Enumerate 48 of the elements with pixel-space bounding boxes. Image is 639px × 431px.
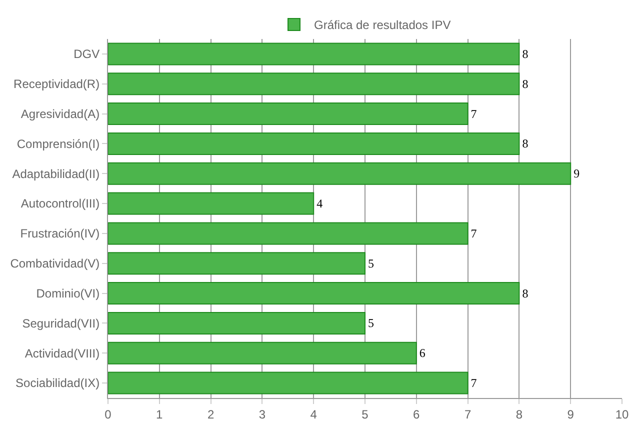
x-tick-label: 7 <box>464 407 472 422</box>
data-label: 7 <box>470 106 477 121</box>
y-tick-label: DGV <box>74 47 100 62</box>
y-tick-label: Sociabilidad(IX) <box>16 376 100 390</box>
bar <box>108 372 468 394</box>
data-label: 4 <box>316 196 323 211</box>
bar <box>108 42 520 66</box>
x-tick-label: 10 <box>615 407 629 422</box>
data-label: 5 <box>368 256 374 270</box>
x-tick-label: 2 <box>207 407 214 422</box>
data-label: 9 <box>574 166 580 181</box>
bar <box>108 192 314 215</box>
bar <box>108 222 468 245</box>
data-label: 5 <box>368 316 374 330</box>
data-label: 8 <box>522 136 528 151</box>
data-label: 8 <box>522 286 528 300</box>
y-tick-label: Autocontrol(III) <box>20 196 100 211</box>
x-tick-label: 9 <box>567 407 574 422</box>
bar <box>108 312 366 334</box>
y-tick-label: Seguridad(VII) <box>22 316 100 330</box>
y-tick-label: Comprensión(I) <box>16 136 100 151</box>
x-tick-label: 0 <box>104 407 112 422</box>
bar <box>108 282 520 305</box>
x-tick-label: 8 <box>516 407 523 422</box>
y-tick-label: Receptividad(R) <box>14 77 100 92</box>
x-tick-label: 6 <box>413 407 420 422</box>
bar <box>108 162 572 185</box>
y-tick-label: Frustración(IV) <box>20 226 100 241</box>
bar <box>108 252 366 275</box>
x-tick-label: 1 <box>156 407 164 422</box>
bar <box>108 72 520 96</box>
data-label: 8 <box>522 76 528 91</box>
y-tick-label: Dominio(VI) <box>36 286 100 300</box>
x-tick-label: 5 <box>362 407 369 422</box>
legend-label: Gráfica de resultados IPV <box>314 18 451 32</box>
data-label: 6 <box>419 346 426 360</box>
bar <box>108 132 520 155</box>
x-tick-label: 3 <box>258 407 266 422</box>
data-label: 8 <box>522 46 528 61</box>
bar <box>108 342 417 364</box>
y-tick-label: Adaptabilidad(II) <box>12 166 100 181</box>
y-tick-label: Agresividad(A) <box>20 106 100 121</box>
data-label: 7 <box>470 226 477 240</box>
bar <box>108 102 468 126</box>
x-tick-label: 4 <box>310 407 318 422</box>
y-tick-label: Combatividad(V) <box>10 256 100 271</box>
y-tick-label: Actividad(VIII) <box>24 346 100 360</box>
data-label: 7 <box>470 376 477 390</box>
